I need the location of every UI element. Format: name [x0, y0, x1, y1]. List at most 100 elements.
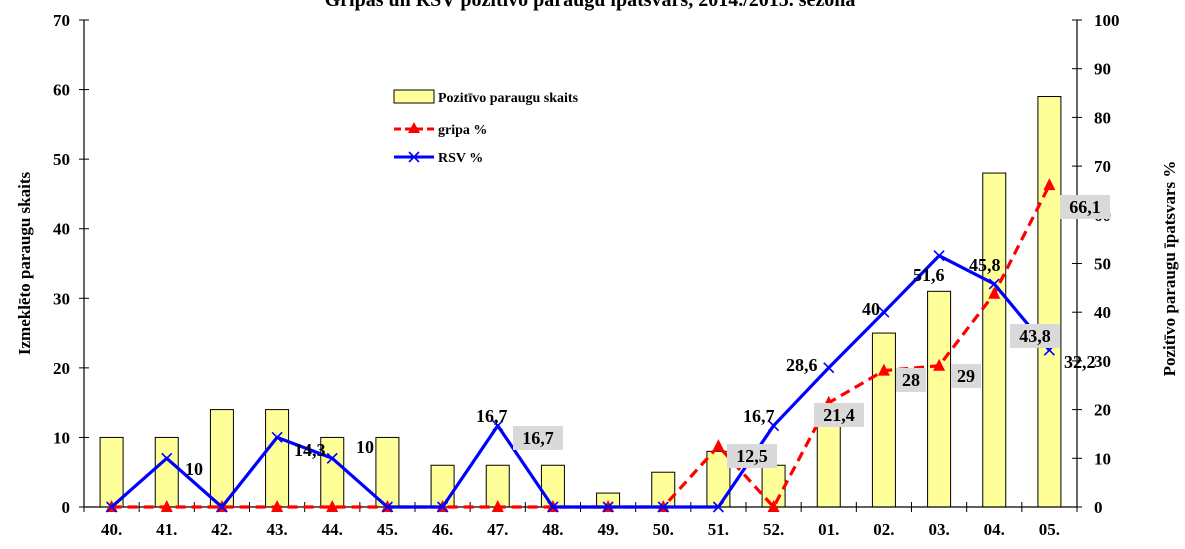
rsv-marker: [492, 420, 504, 432]
y-left-tick-label: 60: [53, 81, 70, 100]
y-left-tick-label: 0: [62, 498, 71, 517]
data-label: 51,6: [913, 265, 945, 285]
flu-marker: [491, 500, 504, 512]
x-tick-label: 43.: [266, 520, 287, 539]
bar: [706, 450, 731, 508]
bar: [871, 332, 896, 508]
x-tick-label: 02.: [873, 520, 894, 539]
rsv-marker: [106, 501, 118, 513]
legend: Pozitīvo paraugu skaits gripa % RSV %: [393, 89, 579, 166]
bar: [1037, 96, 1062, 508]
rsv-marker: [271, 431, 283, 443]
y-right-tick-label: 100: [1094, 11, 1120, 30]
data-label: 12,5: [736, 446, 768, 466]
y-right-tick-label: 40: [1094, 303, 1111, 322]
flu-marker: [988, 286, 1001, 299]
x-tick-label: 41.: [156, 520, 177, 539]
flu-marker: [160, 500, 173, 512]
data-labels-layer: 10 14,3 10 16,7 16,7 12,5 16,7 21,4 28,6 40 28 29 51…: [185, 195, 1110, 479]
x-tick-label: 48.: [542, 520, 563, 539]
y-axis-left-title: Izmeklēto paraugu skaits: [15, 172, 34, 356]
rsv-marker: [381, 501, 393, 513]
rsv-marker: [216, 501, 228, 513]
data-label: 45,8: [969, 255, 1001, 275]
x-tick-label: 46.: [432, 520, 453, 539]
data-label: 16,7: [522, 428, 554, 448]
x-tick-label: 47.: [487, 520, 508, 539]
rsv-marker: [878, 306, 890, 318]
y-left-tick-label: 40: [53, 220, 70, 239]
data-label: 21,4: [823, 405, 855, 425]
rsv-marker: [437, 501, 449, 513]
flu-marker: [877, 363, 890, 376]
bar: [982, 172, 1007, 508]
y-left-tick-label: 50: [53, 150, 70, 169]
data-label: 16,7: [476, 406, 508, 426]
legend-flu-label: gripa %: [438, 123, 487, 138]
legend-rsv-label: RSV %: [438, 151, 483, 166]
y-left-tick-label: 30: [53, 289, 70, 308]
legend-rsv-x-icon: [408, 151, 420, 163]
y-right-tick-label: 70: [1094, 157, 1111, 176]
rsv-line: [110, 254, 1051, 509]
data-label: 40: [862, 299, 880, 319]
rsv-marker: [161, 452, 173, 464]
data-label: 43,8: [1019, 326, 1051, 346]
data-label-box: [951, 364, 981, 388]
rsv-marker: [602, 501, 614, 513]
flu-marker: [712, 439, 725, 452]
legend-bar-swatch: [393, 89, 435, 104]
flu-marker: [767, 500, 780, 512]
y-right-tick-label: 80: [1094, 108, 1111, 127]
bar: [375, 436, 400, 508]
data-label: 28,6: [786, 355, 818, 375]
x-tick-label: 04.: [984, 520, 1005, 539]
data-label: 10: [185, 459, 203, 479]
y-left-tick-label: 70: [53, 11, 70, 30]
lines-layer: [105, 178, 1056, 513]
x-tick-label: 45.: [377, 520, 398, 539]
flu-marker: [1043, 178, 1056, 191]
bar: [209, 409, 234, 508]
flu-marker: [933, 358, 946, 371]
data-label: 16,7: [743, 406, 775, 426]
x-tick-label: 01.: [818, 520, 839, 539]
x-tick-label: 40.: [101, 520, 122, 539]
data-label: 32,2: [1064, 352, 1096, 372]
flu-marker: [326, 500, 339, 512]
y-right-tick-label: 90: [1094, 60, 1111, 79]
x-tick-label: 42.: [211, 520, 232, 539]
bar: [99, 436, 124, 508]
flu-marker: [271, 500, 284, 512]
chart-title: Gripas un RSV pozitīvo paraugu īpatsvars…: [325, 0, 856, 11]
y-right-tick-label: 10: [1094, 449, 1111, 468]
data-label-box: [1060, 195, 1110, 219]
data-label-box: [814, 403, 864, 427]
x-tick-label: 50.: [653, 520, 674, 539]
y-left-tick-label: 10: [53, 428, 70, 447]
data-label: 66,1: [1069, 197, 1101, 217]
x-tick-label: 52.: [763, 520, 784, 539]
bar: [265, 409, 290, 508]
x-tick-label: 03.: [928, 520, 949, 539]
x-tick-label: 44.: [322, 520, 343, 539]
flu-line: [111, 184, 1051, 509]
data-label-box: [727, 444, 777, 468]
data-label-box: [513, 426, 563, 450]
x-tick-label: 05.: [1039, 520, 1060, 539]
rsv-marker: [657, 501, 669, 513]
data-label: 28: [902, 370, 920, 390]
data-label-box: [1010, 324, 1060, 348]
data-label-box: [896, 368, 926, 392]
y-right-tick-label: 20: [1094, 401, 1111, 420]
rsv-marker: [933, 250, 945, 262]
data-label: 14,3: [294, 440, 326, 460]
rsv-marker: [988, 278, 1000, 290]
bars-layer: [99, 96, 1062, 508]
rsv-marker: [547, 501, 559, 513]
y-right-tick-label: 30: [1094, 352, 1111, 371]
rsv-marker: [823, 362, 835, 374]
legend-flu-triangle-icon: [408, 122, 420, 133]
x-tick-label: 49.: [597, 520, 618, 539]
